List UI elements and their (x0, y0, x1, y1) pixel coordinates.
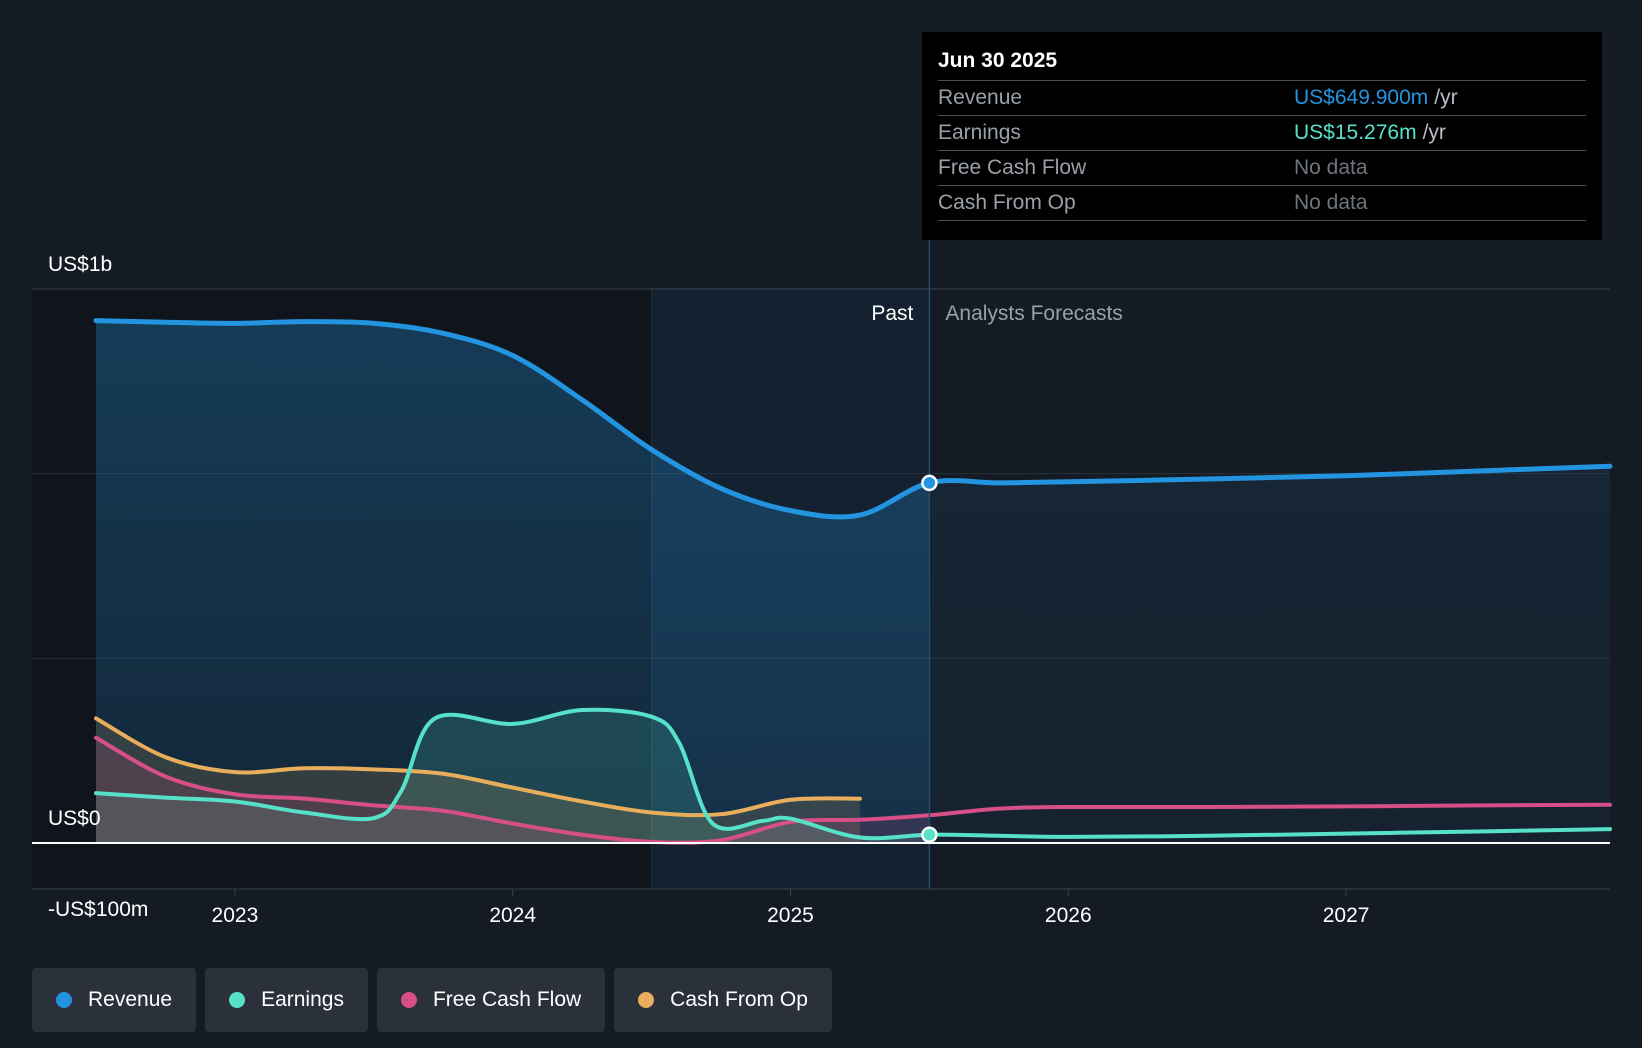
tooltip-unit: /yr (1422, 121, 1446, 144)
y-tick-label: US$0 (48, 807, 101, 830)
series-areas (96, 320, 1610, 843)
tooltip-value: No data (1294, 151, 1374, 185)
tooltip-row-free-cash-flow: Free Cash Flow No data (938, 151, 1586, 186)
earnings-area (96, 709, 930, 843)
revenue-area-forecast (929, 466, 1610, 843)
revenue-line (93, 318, 1613, 520)
fcf-area (96, 737, 930, 843)
revenue-hover-marker (921, 474, 938, 492)
series-lines (93, 318, 1613, 845)
earnings-hover-marker (921, 826, 938, 843)
legend-label: Earnings (261, 988, 344, 1011)
fcf-line (94, 735, 1612, 845)
earnings-dot-icon (229, 992, 246, 1008)
cash-from-op-dot-icon (638, 992, 655, 1008)
tooltip-row-revenue: Revenue US$649.900m/yr (938, 81, 1586, 116)
tooltip-number: US$649.900m (1294, 86, 1429, 109)
forecast-label: Analysts Forecasts (945, 302, 1122, 325)
earnings-line (94, 707, 1612, 841)
tooltip-label: Earnings (938, 121, 1021, 144)
chart-legend: Revenue Earnings Free Cash Flow Cash Fro… (32, 968, 832, 1032)
tooltip-value: No data (1294, 186, 1374, 220)
legend-item-earnings[interactable]: Earnings (205, 968, 368, 1032)
legend-label: Cash From Op (670, 988, 808, 1011)
x-tick-label: 2027 (1323, 904, 1370, 927)
tooltip-label: Cash From Op (938, 191, 1076, 214)
tooltip-number: US$15.276m (1294, 121, 1417, 144)
revenue-dot-icon (56, 992, 72, 1008)
past-label: Past (871, 302, 913, 325)
free-cash-flow-dot-icon (400, 992, 417, 1008)
cfo-line (94, 716, 862, 818)
tooltip-value: US$15.276m/yr (1294, 116, 1446, 150)
tooltip-value: US$649.900m/yr (1294, 81, 1458, 115)
tooltip-number: No data (1294, 191, 1368, 214)
x-tick-label: 2026 (1045, 904, 1092, 927)
y-tick-label: US$1b (48, 253, 112, 276)
tooltip-number: No data (1294, 156, 1368, 179)
x-axis-labels: 2023 2024 2025 2026 2027 (212, 889, 1370, 927)
tooltip-date: Jun 30 2025 (938, 46, 1586, 81)
tooltip-label: Revenue (938, 86, 1023, 109)
tooltip-row-earnings: Earnings US$15.276m/yr (938, 116, 1586, 151)
y-axis-labels: US$1b US$0 -US$100m (48, 253, 148, 921)
revenue-area-past (96, 320, 930, 843)
legend-label: Free Cash Flow (432, 988, 582, 1011)
x-tick-label: 2025 (767, 904, 814, 927)
x-tick-label: 2024 (489, 904, 536, 927)
legend-item-cash-from-op[interactable]: Cash From Op (614, 968, 832, 1032)
tooltip-row-cash-from-op: Cash From Op No data (938, 186, 1586, 221)
hover-markers (921, 474, 938, 843)
x-tick-label: 2023 (212, 904, 259, 927)
tooltip-unit: /yr (1434, 86, 1458, 109)
hover-tooltip: Jun 30 2025 Revenue US$649.900m/yr Earni… (922, 32, 1602, 240)
tooltip-label: Free Cash Flow (938, 156, 1087, 179)
y-tick-label: -US$100m (48, 898, 148, 921)
legend-label: Revenue (88, 988, 173, 1011)
legend-item-revenue[interactable]: Revenue (32, 968, 197, 1032)
legend-item-free-cash-flow[interactable]: Free Cash Flow (376, 968, 606, 1032)
